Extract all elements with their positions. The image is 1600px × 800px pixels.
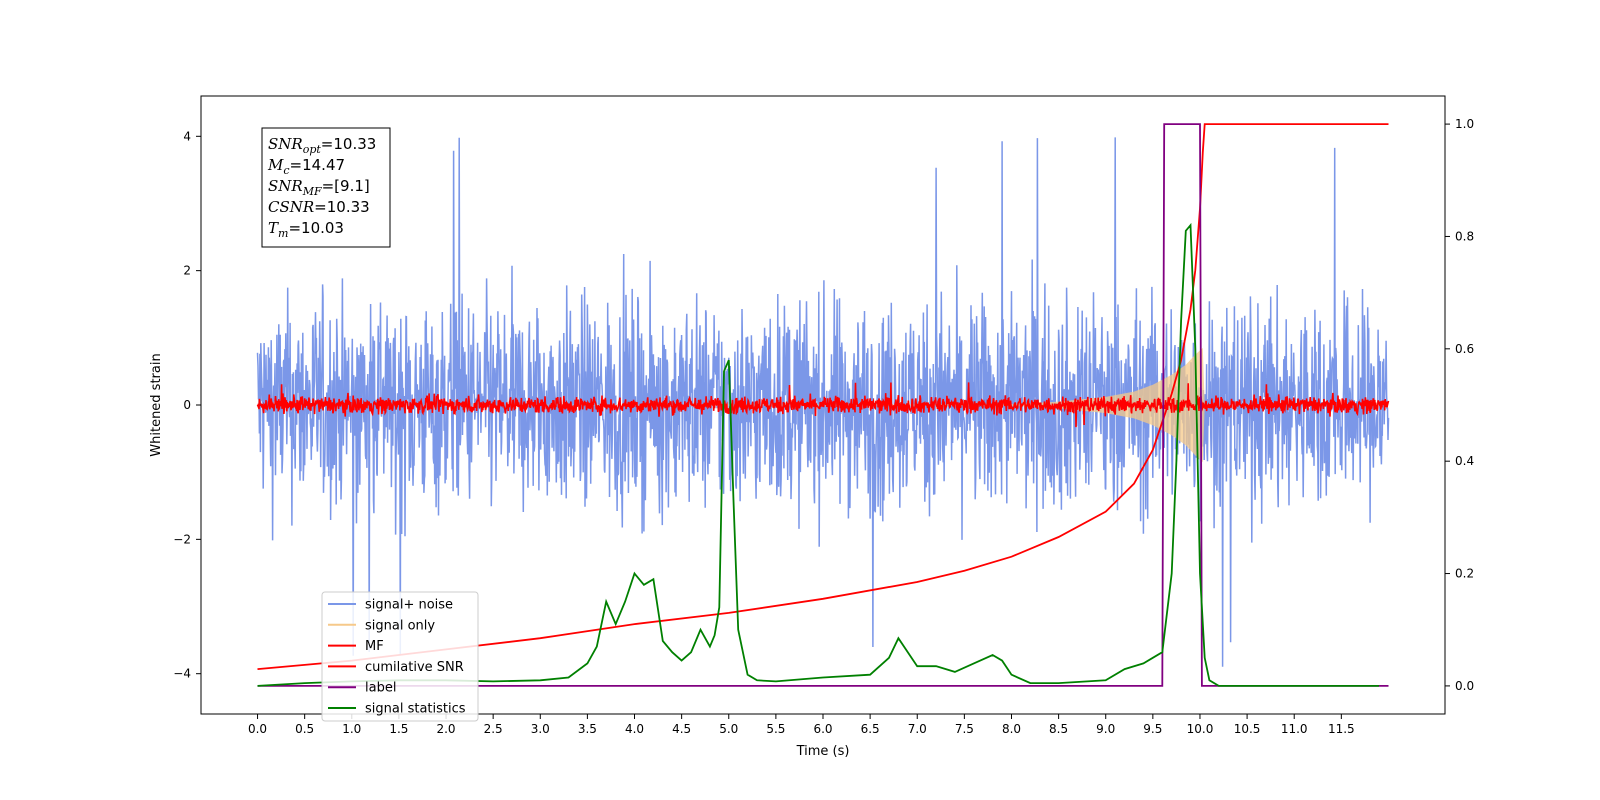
series-layer <box>256 123 1390 687</box>
annotation-line: Tm=10.03 <box>268 219 344 240</box>
x-tick-label: 7.0 <box>908 722 927 736</box>
y-axis-label-left: Whitened strain <box>149 353 164 456</box>
x-tick-label: 2.0 <box>436 722 455 736</box>
x-tick-label: 1.5 <box>389 722 408 736</box>
x-tick-label: 9.5 <box>1143 722 1162 736</box>
y-right-tick-label: 0.0 <box>1455 679 1474 693</box>
y-axis-left: −4 −2 0 2 4 <box>173 129 201 681</box>
x-tick-label: 8.0 <box>1002 722 1021 736</box>
legend-label: label <box>365 681 396 696</box>
x-tick-label: 8.5 <box>1049 722 1068 736</box>
y-left-tick-label: −2 <box>173 532 191 546</box>
y-right-tick-label: 0.6 <box>1455 342 1474 356</box>
annotation-line: Mc=14.47 <box>267 156 345 177</box>
y-right-tick-label: 0.4 <box>1455 454 1474 468</box>
x-tick-label: 2.5 <box>484 722 503 736</box>
x-tick-label: 6.5 <box>861 722 880 736</box>
y-left-tick-label: 4 <box>183 129 191 143</box>
series-line-5 <box>257 222 1379 687</box>
x-tick-label: 7.5 <box>955 722 974 736</box>
x-tick-label: 0.5 <box>295 722 314 736</box>
annotation-symbol: SNR <box>268 135 303 153</box>
x-tick-label: 4.5 <box>672 722 691 736</box>
x-tick-label: 3.0 <box>531 722 550 736</box>
x-tick-label: 11.0 <box>1281 722 1308 736</box>
annotation-frame <box>261 127 391 248</box>
x-tick-label: 5.0 <box>719 722 738 736</box>
x-tick-label: 6.0 <box>813 722 832 736</box>
annotation-line: SNRMF=[9.1] <box>268 177 370 198</box>
legend-label: signal only <box>365 618 435 633</box>
annotation-value: =[9.1] <box>322 177 370 195</box>
x-tick-label: 10.0 <box>1187 722 1214 736</box>
y-right-tick-label: 0.2 <box>1455 567 1474 581</box>
y-left-tick-label: 2 <box>183 264 191 278</box>
legend-label: signal statistics <box>365 702 466 717</box>
series-line-2 <box>256 382 1390 428</box>
legend-frame <box>321 591 479 722</box>
x-axis-label: Time (s) <box>796 744 850 759</box>
x-tick-label: 11.5 <box>1328 722 1355 736</box>
y-left-tick-label: 0 <box>183 398 191 412</box>
annotation-value: =10.03 <box>288 219 344 237</box>
y-right-tick-label: 0.8 <box>1455 229 1474 243</box>
annotation-symbol: M <box>267 156 284 174</box>
x-axis: 0.0 0.5 1.0 1.5 2.0 2.5 3.0 3.5 4.0 4.5 5.0 5.5 6.0 6… <box>248 714 1355 736</box>
x-tick-label: 1.0 <box>342 722 361 736</box>
x-tick-label: 5.5 <box>766 722 785 736</box>
annotation-symbol: T <box>268 219 279 237</box>
y-right-tick-label: 1.0 <box>1455 117 1474 131</box>
annotation-box: SNRopt=10.33Mc=14.47SNRMF=[9.1]CSNR=10.3… <box>261 127 391 248</box>
annotation-subscript: opt <box>303 143 322 156</box>
legend: signal+ noise signal only MF cumilative SNR… <box>321 591 479 722</box>
annotation-subscript: MF <box>302 185 322 198</box>
x-tick-label: 3.5 <box>578 722 597 736</box>
x-tick-label: 9.0 <box>1096 722 1115 736</box>
y-left-tick-label: −4 <box>173 667 191 681</box>
annotation-value: =10.33 <box>321 135 377 153</box>
legend-label: cumilative SNR <box>365 660 464 675</box>
legend-label: MF <box>365 639 384 654</box>
annotation-symbol: SNR <box>268 177 303 195</box>
annotation-subscript: m <box>278 227 288 240</box>
annotation-symbol: CSNR <box>268 198 314 216</box>
annotation-value: =10.33 <box>314 198 370 216</box>
x-tick-label: 0.0 <box>248 722 267 736</box>
annotation-subscript: c <box>283 164 289 177</box>
y-axis-right: 0.0 0.2 0.4 0.6 0.8 1.0 <box>1445 117 1474 693</box>
x-tick-label: 10.5 <box>1234 722 1261 736</box>
legend-label: signal+ noise <box>365 598 453 613</box>
x-tick-label: 4.0 <box>625 722 644 736</box>
annotation-value: =14.47 <box>290 156 346 174</box>
annotation-line: CSNR=10.33 <box>268 198 370 216</box>
annotation-line: SNRopt=10.33 <box>268 135 376 156</box>
